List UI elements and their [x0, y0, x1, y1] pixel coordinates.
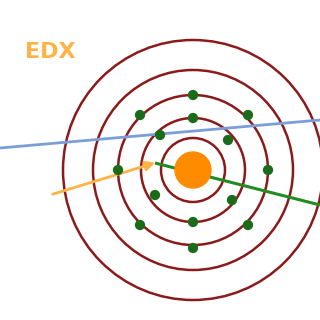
Point: [116, 167, 121, 172]
Point: [138, 112, 143, 117]
Point: [190, 245, 196, 251]
Point: [190, 116, 196, 121]
Point: [157, 132, 163, 138]
Point: [229, 197, 235, 203]
Point: [190, 220, 196, 225]
Text: EDX: EDX: [25, 42, 76, 62]
Point: [266, 167, 271, 172]
Point: [245, 112, 251, 117]
Point: [138, 222, 143, 228]
Point: [245, 222, 251, 228]
Point: [152, 192, 157, 197]
Point: [225, 138, 230, 143]
Point: [190, 92, 196, 98]
Circle shape: [175, 152, 211, 188]
